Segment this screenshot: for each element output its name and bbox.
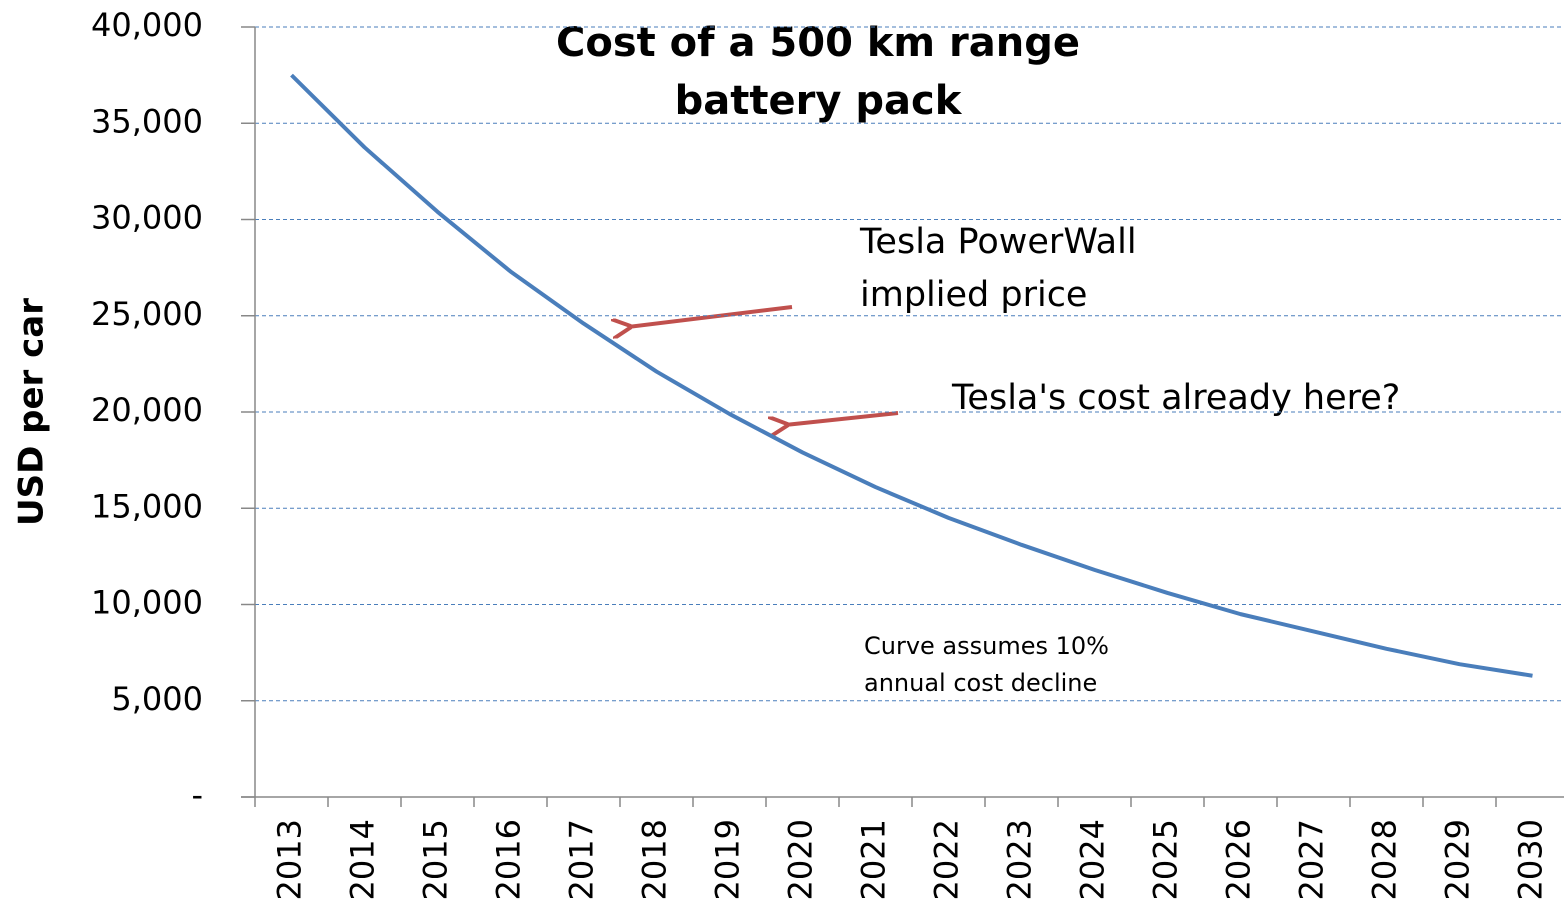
annotation: implied price	[860, 275, 1087, 315]
annotation: Curve assumes 10%	[864, 632, 1109, 660]
y-tick-label: 20,000	[91, 391, 203, 429]
y-tick-label: 10,000	[91, 584, 203, 622]
arrow	[628, 305, 793, 327]
y-tick-label: 30,000	[91, 199, 203, 237]
x-tick-label: 2026	[1220, 819, 1258, 900]
x-tick-label: 2019	[709, 819, 747, 900]
x-tick-label: 2024	[1074, 819, 1112, 900]
y-tick-label: 40,000	[91, 6, 203, 44]
x-tick-label: 2025	[1147, 819, 1185, 900]
arrow	[785, 411, 899, 425]
x-tick-label: 2029	[1439, 819, 1477, 900]
annotation: annual cost decline	[864, 669, 1097, 697]
x-tick-label: 2020	[782, 819, 820, 900]
chart-title: Cost of a 500 km range	[556, 20, 1080, 66]
annotation: Tesla's cost already here?	[951, 378, 1400, 418]
x-tick-label: 2027	[1293, 819, 1331, 900]
x-tick-label: 2016	[490, 819, 528, 900]
x-tick-label: 2028	[1366, 819, 1404, 900]
x-tick-label: 2017	[563, 819, 601, 900]
x-tick-label: 2022	[928, 819, 966, 900]
x-tick-label: 2030	[1512, 819, 1550, 900]
y-tick-label: 25,000	[91, 295, 203, 333]
x-tick-label: 2021	[855, 819, 893, 900]
y-tick-label: 5,000	[111, 680, 203, 718]
chart-title: battery pack	[675, 78, 963, 124]
x-tick-label: 2015	[417, 819, 455, 900]
x-tick-label: 2018	[636, 819, 674, 900]
y-tick-label: 15,000	[91, 487, 203, 525]
line-series	[290, 73, 1533, 678]
x-tick-label: 2014	[344, 819, 382, 900]
y-axis-label: USD per car	[12, 298, 52, 526]
annotation: Tesla PowerWall	[859, 222, 1137, 262]
x-tick-label: 2013	[271, 819, 309, 900]
x-tick-label: 2023	[1001, 819, 1039, 900]
y-tick-label: -	[191, 776, 203, 814]
y-tick-label: 35,000	[91, 102, 203, 140]
